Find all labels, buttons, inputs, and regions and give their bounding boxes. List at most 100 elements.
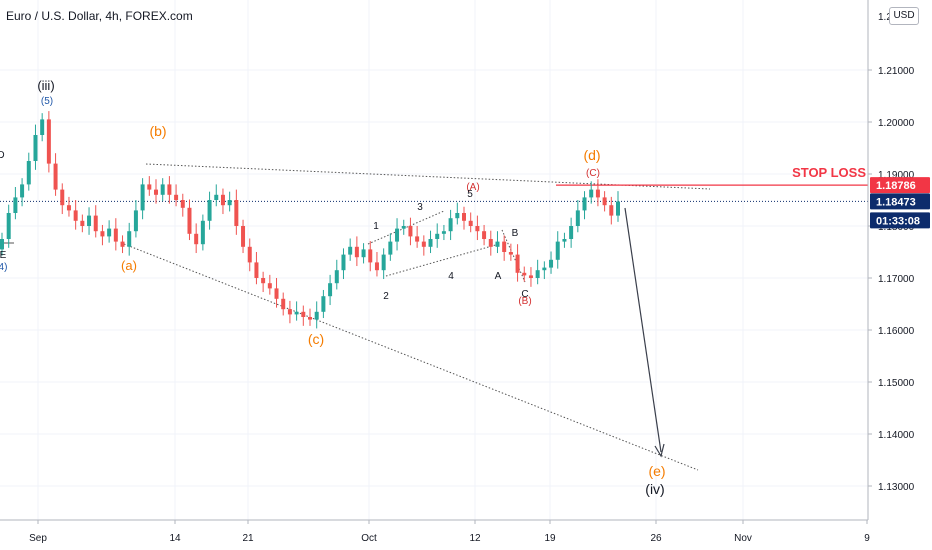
candle — [40, 113, 45, 142]
candle — [495, 231, 500, 254]
time-tick-label: Nov — [734, 533, 752, 544]
candle — [180, 193, 185, 217]
wave-labels: (iii) (5) (b) (a) (c) (d) (e) (iv) (A) (C) (B) 1 2 3 4… — [0, 78, 666, 497]
candle — [374, 252, 379, 277]
price-tag-bg — [870, 177, 930, 194]
wave-label: 5 — [467, 189, 473, 200]
candle-body — [274, 288, 279, 299]
candle — [435, 223, 440, 248]
candle — [321, 289, 326, 319]
forecast-arrow-line — [624, 207, 662, 453]
candle-body — [448, 218, 453, 232]
candle — [388, 233, 393, 261]
wave-label: 3 — [417, 202, 423, 213]
candle — [562, 232, 567, 248]
time-axis[interactable]: Sep 14 21 Oct 12 19 26 Nov 9 — [0, 519, 870, 544]
candle — [26, 152, 31, 191]
candle-body — [575, 210, 580, 226]
candle — [113, 218, 118, 251]
candle-body — [354, 246, 359, 258]
price-axis[interactable]: 1.210001.200001.190001.180001.170001.160… — [867, 0, 930, 520]
candle — [127, 222, 132, 256]
price-tick-label: 1.20000 — [878, 118, 915, 129]
candle — [267, 274, 272, 295]
candle — [308, 308, 312, 326]
candle — [294, 301, 299, 321]
candle — [341, 248, 346, 280]
wave-label: (C) — [586, 168, 600, 179]
price-tick-label: 1.15000 — [878, 378, 915, 389]
candle-body — [408, 226, 413, 237]
candle-body — [214, 194, 219, 200]
candle — [569, 217, 574, 248]
candle-body — [428, 239, 433, 247]
candle — [261, 271, 266, 293]
candle-body — [267, 283, 272, 289]
candle-body — [120, 241, 125, 247]
candle-body — [160, 184, 165, 195]
candle — [174, 184, 179, 207]
candle — [281, 292, 286, 316]
time-tick-label: 19 — [544, 533, 556, 544]
candle-body — [207, 200, 212, 221]
candle-body — [602, 197, 607, 206]
price-tag-text: 1.18473 — [876, 196, 916, 208]
candle-body — [73, 210, 78, 221]
stop-loss-text: STOP LOSS — [792, 165, 866, 180]
candle-body — [542, 267, 547, 271]
candle — [207, 191, 212, 230]
candle-body — [147, 184, 152, 190]
candle — [60, 183, 65, 215]
candle-body — [287, 309, 292, 315]
candle-body — [261, 278, 266, 284]
candle — [582, 191, 587, 220]
time-tick-label: 21 — [242, 533, 254, 544]
candle-body — [127, 231, 132, 247]
candle — [555, 231, 560, 269]
price-tick-label: 1.2 — [878, 12, 892, 23]
wave-label: (c) — [308, 331, 324, 347]
candle-body — [401, 226, 406, 229]
candle-body — [341, 254, 346, 271]
candle-body — [589, 189, 594, 198]
candle-body — [609, 205, 614, 216]
candle — [462, 206, 466, 230]
candle — [475, 215, 480, 241]
candle-body — [468, 220, 473, 226]
candle — [575, 200, 580, 233]
candle-body — [154, 189, 158, 195]
candle — [33, 124, 38, 170]
candle-body — [435, 233, 440, 239]
candle-body — [569, 226, 574, 239]
candle-body — [281, 298, 286, 310]
candle — [46, 111, 51, 173]
candle-body — [502, 241, 507, 252]
candle — [549, 251, 554, 274]
candle-body — [308, 317, 312, 320]
chart-title: Euro / U.S. Dollar, 4h, FOREX.com — [6, 9, 193, 23]
candle — [53, 153, 58, 196]
price-tag-countdown: 01:33:08 — [870, 212, 930, 229]
candle-body — [334, 270, 339, 284]
wave-label: C — [521, 289, 528, 300]
candle — [73, 200, 78, 230]
wave-label: (iv) — [645, 481, 664, 497]
wave-label: (iii) — [37, 78, 54, 93]
candle-body — [60, 189, 65, 206]
price-tag-bg — [870, 212, 930, 229]
wave-label: (B) — [518, 296, 531, 307]
candle — [589, 181, 594, 204]
currency-button[interactable]: USD — [889, 7, 919, 25]
time-tick-label: Sep — [29, 533, 47, 544]
price-tick-label: 1.13000 — [878, 482, 915, 493]
candle-body — [488, 239, 493, 247]
time-tick-label: 9 — [864, 533, 870, 544]
wave-label: B — [512, 228, 519, 239]
candle — [13, 187, 18, 220]
candle — [80, 214, 85, 233]
candle — [20, 178, 25, 207]
wave-label: E — [0, 250, 7, 261]
candle-body — [87, 215, 92, 226]
price-tick-label: 1.21000 — [878, 66, 915, 77]
